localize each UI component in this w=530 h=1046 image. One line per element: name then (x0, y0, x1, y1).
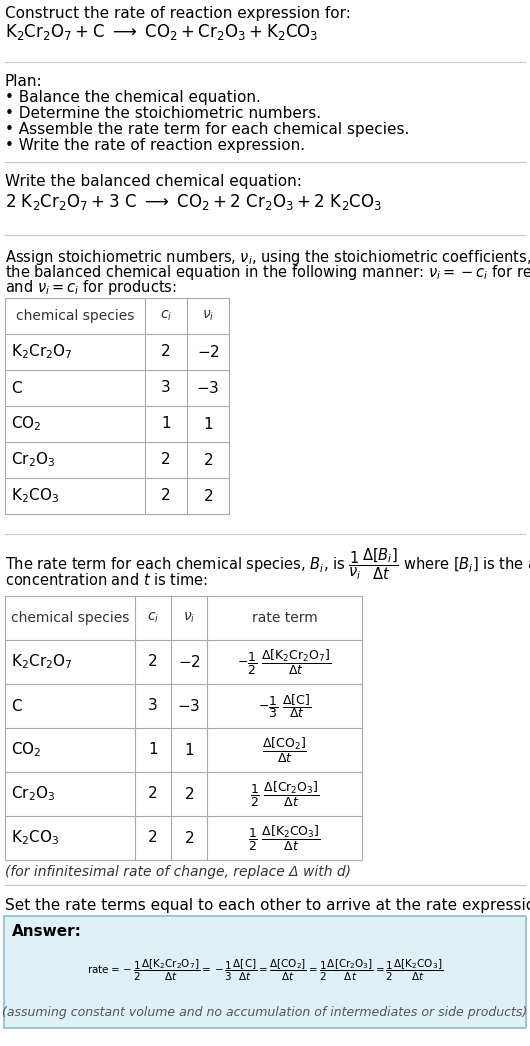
Bar (5, 298, 229, 514)
Text: 2: 2 (148, 787, 158, 801)
Text: Set the rate terms equal to each other to arrive at the rate expression:: Set the rate terms equal to each other t… (5, 899, 530, 913)
Text: $2$: $2$ (184, 786, 194, 802)
Text: 2: 2 (161, 344, 171, 360)
Text: $\mathrm{Cr_2O_3}$: $\mathrm{Cr_2O_3}$ (11, 784, 55, 803)
Text: $-3$: $-3$ (178, 698, 201, 714)
Text: $\mathrm{K_2Cr_2O_7}$: $\mathrm{K_2Cr_2O_7}$ (11, 343, 73, 361)
Text: Answer:: Answer: (12, 924, 82, 939)
Text: 2: 2 (161, 488, 171, 503)
Text: $\mathrm{K_2CO_3}$: $\mathrm{K_2CO_3}$ (11, 828, 59, 847)
Text: Assign stoichiometric numbers, $\nu_i$, using the stoichiometric coefficients, $: Assign stoichiometric numbers, $\nu_i$, … (5, 248, 530, 267)
Bar (5, 596, 362, 860)
Text: • Assemble the rate term for each chemical species.: • Assemble the rate term for each chemic… (5, 122, 409, 137)
Text: • Write the rate of reaction expression.: • Write the rate of reaction expression. (5, 138, 305, 153)
Text: $-\dfrac{1}{2}\ \dfrac{\Delta[\mathrm{K_2Cr_2O_7}]}{\Delta t}$: $-\dfrac{1}{2}\ \dfrac{\Delta[\mathrm{K_… (237, 647, 332, 677)
Text: $-3$: $-3$ (196, 380, 219, 396)
Text: $-2$: $-2$ (197, 344, 219, 360)
Text: the balanced chemical equation in the following manner: $\nu_i = -c_i$ for react: the balanced chemical equation in the fo… (5, 263, 530, 282)
Text: • Determine the stoichiometric numbers.: • Determine the stoichiometric numbers. (5, 106, 321, 121)
Text: Write the balanced chemical equation:: Write the balanced chemical equation: (5, 174, 302, 189)
Text: $\mathrm{C}$: $\mathrm{C}$ (11, 698, 23, 714)
Text: $-2$: $-2$ (178, 654, 200, 670)
Text: $\mathrm{rate} = -\dfrac{1}{2}\dfrac{\Delta[\mathrm{K_2Cr_2O_7}]}{\Delta t}= -\d: $\mathrm{rate} = -\dfrac{1}{2}\dfrac{\De… (87, 958, 443, 983)
Text: $c_i$: $c_i$ (147, 611, 159, 626)
Text: $\mathrm{K_2Cr_2O_7 + C\ \longrightarrow\ CO_2 + Cr_2O_3 + K_2CO_3}$: $\mathrm{K_2Cr_2O_7 + C\ \longrightarrow… (5, 22, 319, 42)
Text: The rate term for each chemical species, $B_i$, is $\dfrac{1}{\nu_i}\dfrac{\Delt: The rate term for each chemical species,… (5, 546, 530, 582)
FancyBboxPatch shape (4, 916, 526, 1028)
Text: $2$: $2$ (203, 488, 213, 504)
Text: rate term: rate term (252, 611, 317, 626)
Text: $\mathrm{K_2CO_3}$: $\mathrm{K_2CO_3}$ (11, 486, 59, 505)
Text: $2$: $2$ (184, 829, 194, 846)
Text: chemical species: chemical species (16, 309, 134, 323)
Text: • Balance the chemical equation.: • Balance the chemical equation. (5, 90, 261, 105)
Text: $\mathrm{C}$: $\mathrm{C}$ (11, 380, 23, 396)
Text: $\dfrac{1}{2}\ \dfrac{\Delta[\mathrm{K_2CO_3}]}{\Delta t}$: $\dfrac{1}{2}\ \dfrac{\Delta[\mathrm{K_2… (248, 823, 321, 852)
Text: 2: 2 (148, 655, 158, 669)
Text: $\nu_i$: $\nu_i$ (183, 611, 195, 626)
Text: $1$: $1$ (203, 416, 213, 432)
Text: $\dfrac{\Delta[\mathrm{CO_2}]}{\Delta t}$: $\dfrac{\Delta[\mathrm{CO_2}]}{\Delta t}… (262, 735, 307, 765)
Text: $\mathrm{Cr_2O_3}$: $\mathrm{Cr_2O_3}$ (11, 451, 55, 470)
Text: (for infinitesimal rate of change, replace Δ with d): (for infinitesimal rate of change, repla… (5, 865, 351, 879)
Text: $\mathrm{CO_2}$: $\mathrm{CO_2}$ (11, 414, 41, 433)
Text: $1$: $1$ (184, 742, 194, 758)
Text: Plan:: Plan: (5, 74, 42, 89)
Text: $c_i$: $c_i$ (160, 309, 172, 323)
Text: chemical species: chemical species (11, 611, 129, 626)
Text: 3: 3 (161, 381, 171, 395)
Text: $\dfrac{1}{2}\ \dfrac{\Delta[\mathrm{Cr_2O_3}]}{\Delta t}$: $\dfrac{1}{2}\ \dfrac{\Delta[\mathrm{Cr_… (250, 779, 320, 809)
Text: Construct the rate of reaction expression for:: Construct the rate of reaction expressio… (5, 6, 351, 21)
Text: and $\nu_i = c_i$ for products:: and $\nu_i = c_i$ for products: (5, 278, 177, 297)
Text: 3: 3 (148, 699, 158, 713)
Text: 2: 2 (161, 453, 171, 468)
Text: $\mathrm{CO_2}$: $\mathrm{CO_2}$ (11, 741, 41, 759)
Text: $\mathrm{2\ K_2Cr_2O_7 + 3\ C\ \longrightarrow\ CO_2 + 2\ Cr_2O_3 + 2\ K_2CO_3}$: $\mathrm{2\ K_2Cr_2O_7 + 3\ C\ \longrigh… (5, 192, 382, 212)
Text: $\mathrm{K_2Cr_2O_7}$: $\mathrm{K_2Cr_2O_7}$ (11, 653, 73, 672)
Text: (assuming constant volume and no accumulation of intermediates or side products): (assuming constant volume and no accumul… (2, 1006, 528, 1019)
Text: $\nu_i$: $\nu_i$ (202, 309, 214, 323)
Text: $-\dfrac{1}{3}\ \dfrac{\Delta[\mathrm{C}]}{\Delta t}$: $-\dfrac{1}{3}\ \dfrac{\Delta[\mathrm{C}… (258, 692, 311, 720)
Text: 1: 1 (148, 743, 158, 757)
Text: concentration and $t$ is time:: concentration and $t$ is time: (5, 572, 208, 588)
Text: 2: 2 (148, 831, 158, 845)
Text: 1: 1 (161, 416, 171, 432)
Text: $2$: $2$ (203, 452, 213, 468)
